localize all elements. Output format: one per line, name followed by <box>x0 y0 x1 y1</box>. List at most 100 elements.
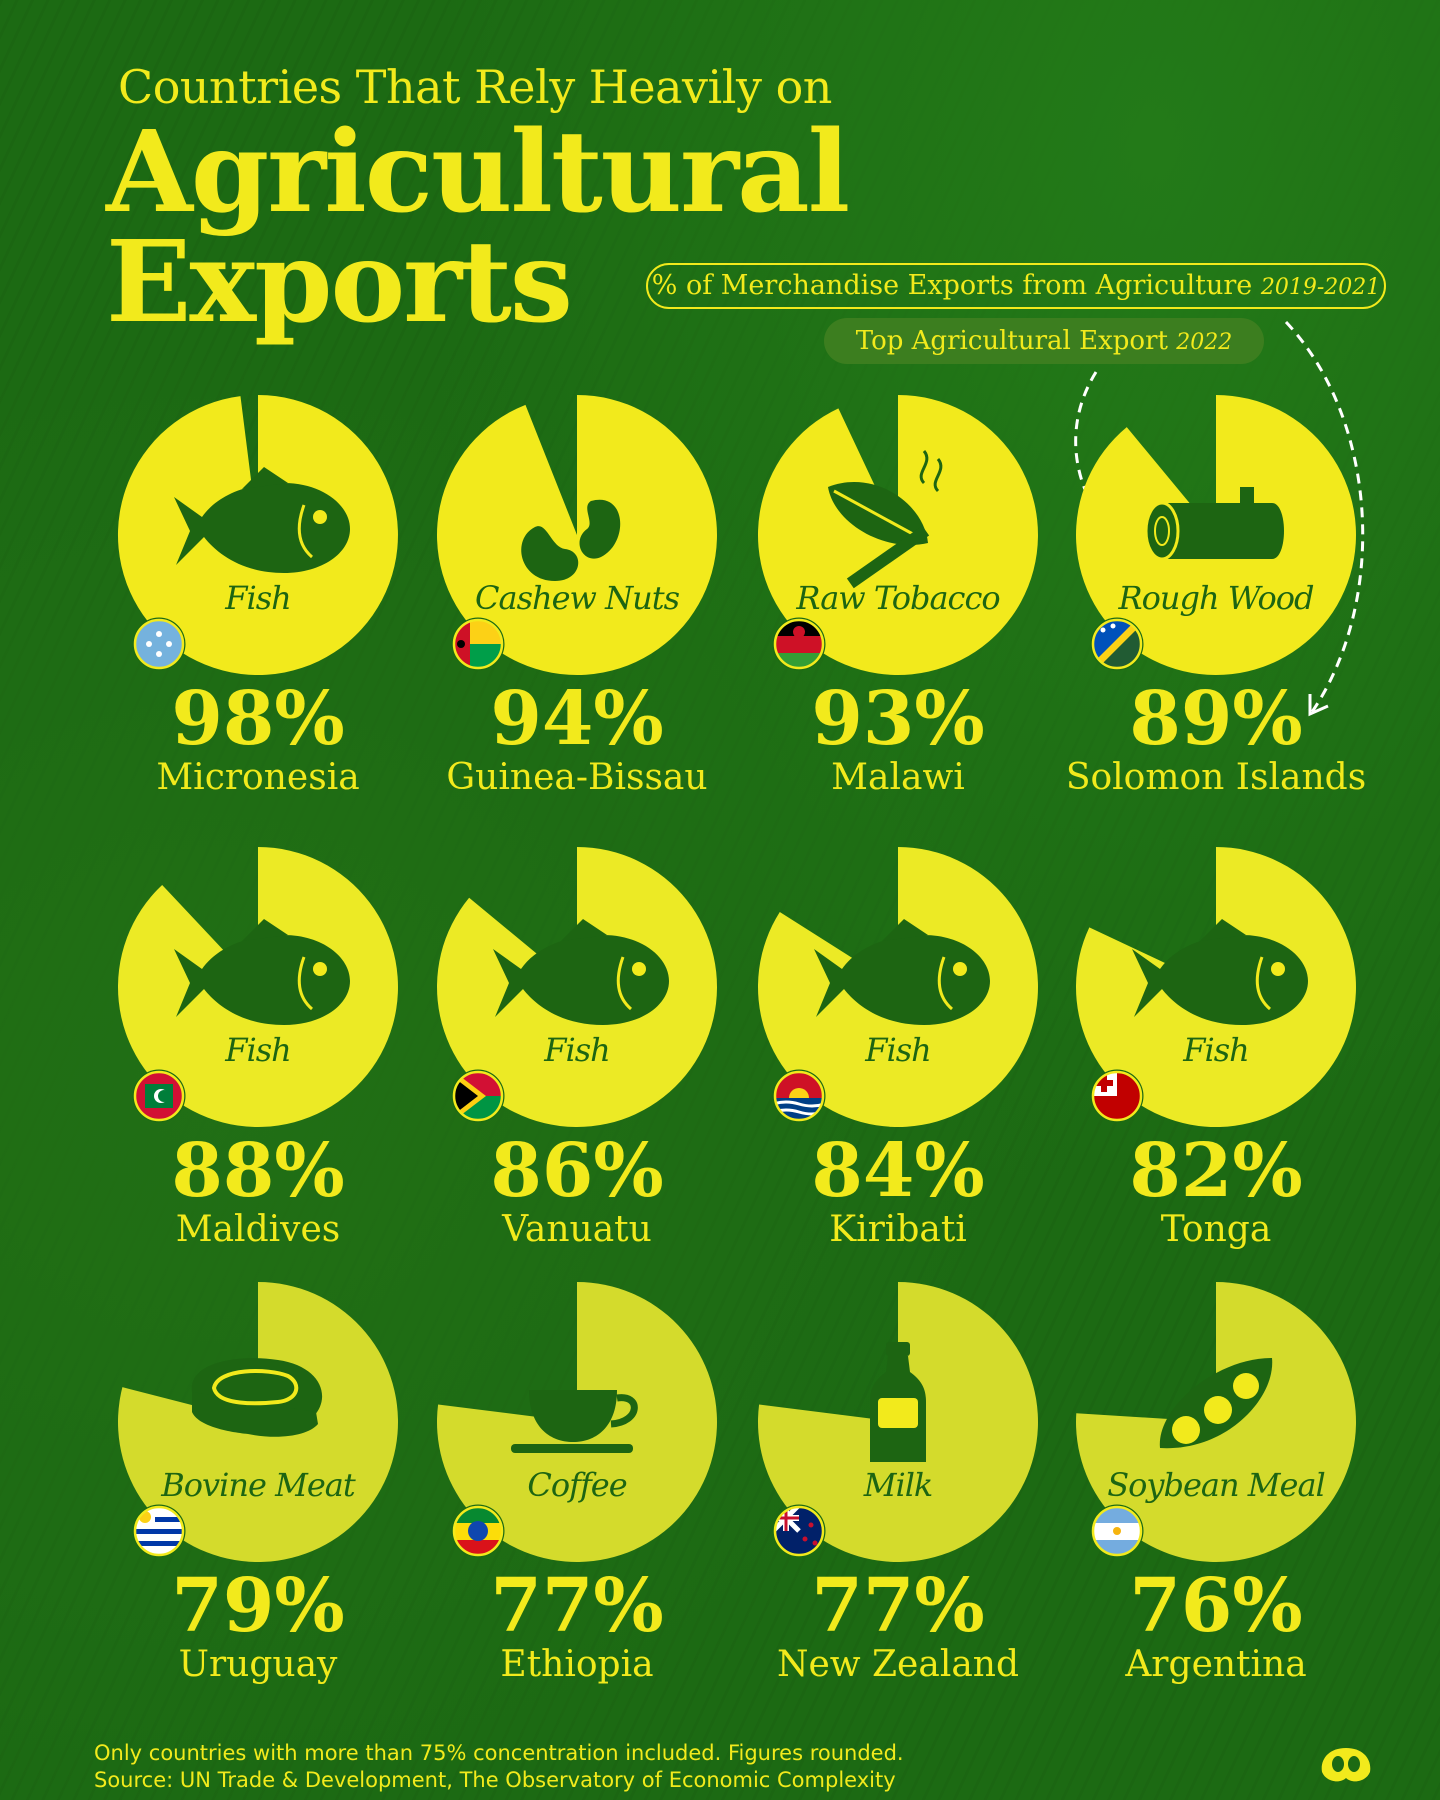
percent-label: 89% <box>1129 676 1303 762</box>
tonga-flag <box>1090 1069 1144 1123</box>
vanuatu-flag <box>451 1069 505 1123</box>
country-name: Tonga <box>1160 1209 1272 1250</box>
card-solomon-islands: Rough Wood 89% Solomon Islands <box>1056 395 1376 835</box>
fish-icon <box>174 919 350 1025</box>
product-label: Bovine Meat <box>161 1466 355 1504</box>
arrow-to-percent <box>1284 320 1365 713</box>
legend-export-pill: Top Agricultural Export 2022 <box>824 318 1264 364</box>
percent-label: 98% <box>171 676 345 762</box>
arrow-to-percent-head <box>1308 694 1329 717</box>
card-new-zealand: Milk 77% New Zealand <box>738 1282 1058 1722</box>
footnote-source: Source: UN Trade & Development, The Obse… <box>94 1768 896 1792</box>
percent-label: 93% <box>811 676 985 762</box>
country-name: New Zealand <box>776 1644 1020 1685</box>
pie-argentina <box>1076 1282 1357 1562</box>
country-name: Kiribati <box>829 1209 967 1250</box>
card-guinea-bissau: Cashew Nuts 94% Guinea-Bissau <box>417 395 737 835</box>
legend-export-label: Top Agricultural Export <box>855 326 1168 356</box>
legend-percent-label: % of Merchandise Exports from Agricultur… <box>651 270 1253 301</box>
cashew-icon <box>521 499 621 581</box>
product-label: Fish <box>544 1031 610 1069</box>
country-name: Malawi <box>831 757 965 798</box>
maldives-flag <box>132 1069 186 1123</box>
card-kiribati: Fish 84% Kiribati <box>738 847 1058 1287</box>
steak-icon <box>191 1358 323 1437</box>
card-vanuatu: Fish 86% Vanuatu <box>417 847 737 1287</box>
fish-icon <box>174 467 350 573</box>
brand-logo <box>1321 1748 1371 1782</box>
tobacco-icon <box>828 450 943 589</box>
country-name: Solomon Islands <box>1065 757 1367 798</box>
country-name: Maldives <box>175 1209 341 1250</box>
legend-percent-pill: % of Merchandise Exports from Agricultur… <box>646 263 1386 309</box>
product-label: Fish <box>225 1031 291 1069</box>
pie-tonga <box>1075 847 1356 1127</box>
legend-export-years: 2022 <box>1176 330 1233 355</box>
guinea-bissau-flag <box>451 617 505 671</box>
pie-malawi <box>757 395 1038 675</box>
uruguay-flag <box>132 1504 186 1558</box>
card-micronesia: Fish 98% Micronesia <box>98 395 418 835</box>
percent-label: 84% <box>811 1128 985 1214</box>
card-tonga: Fish 82% Tonga <box>1056 847 1376 1287</box>
footnote: Only countries with more than 75% concen… <box>94 1740 904 1794</box>
solomon-islands-flag <box>1090 617 1144 671</box>
footnote-note: Only countries with more than 75% concen… <box>94 1741 904 1765</box>
product-label: Coffee <box>527 1466 627 1504</box>
title-line-2: Exports <box>106 217 573 348</box>
country-name: Vanuatu <box>502 1209 652 1250</box>
pie-new-zealand <box>757 1282 1038 1562</box>
pie-vanuatu <box>437 847 718 1127</box>
milk-bottle-icon <box>870 1342 926 1462</box>
product-label: Fish <box>865 1031 931 1069</box>
fish-icon <box>1132 919 1308 1025</box>
percent-label: 77% <box>811 1563 985 1649</box>
card-uruguay: Bovine Meat 79% Uruguay <box>98 1282 418 1722</box>
card-maldives: Fish 88% Maldives <box>98 847 418 1287</box>
pie-solomon-islands <box>1076 395 1357 675</box>
percent-label: 76% <box>1129 1563 1303 1649</box>
pie-kiribati <box>757 847 1038 1127</box>
percent-label: 94% <box>490 676 664 762</box>
percent-label: 79% <box>171 1563 345 1649</box>
soybean-icon <box>1159 1358 1273 1449</box>
country-name: Ethiopia <box>500 1644 654 1685</box>
product-label: Soybean Meal <box>1107 1466 1326 1504</box>
ethiopia-flag <box>451 1504 505 1558</box>
argentina-flag <box>1090 1504 1144 1558</box>
micronesia-flag <box>132 617 186 671</box>
legend-percent-years: 2019-2021 <box>1260 275 1381 300</box>
card-ethiopia: Coffee 77% Ethiopia <box>417 1282 737 1722</box>
product-label: Fish <box>1183 1031 1249 1069</box>
card-argentina: Soybean Meal 76% Argentina <box>1056 1282 1376 1722</box>
pie-slice-guinea-bissau <box>436 395 717 675</box>
country-name: Guinea-Bissau <box>446 757 708 798</box>
log-icon <box>1144 487 1284 561</box>
page-title: Agricultural Exports <box>106 107 850 348</box>
infographic: Countries That Rely Heavily on Agricultu… <box>18 0 1422 1800</box>
percent-label: 82% <box>1129 1128 1303 1214</box>
country-name: Micronesia <box>156 757 360 798</box>
product-label: Rough Wood <box>1118 579 1315 617</box>
product-label: Milk <box>863 1466 934 1504</box>
product-label: Raw Tobacco <box>796 579 1000 617</box>
coffee-cup-icon <box>511 1390 638 1453</box>
percent-label: 88% <box>171 1128 345 1214</box>
new-zealand-flag <box>772 1504 826 1558</box>
percent-label: 77% <box>490 1563 664 1649</box>
product-label: Fish <box>225 579 291 617</box>
kiribati-flag <box>772 1069 826 1123</box>
pie-maldives <box>117 847 398 1127</box>
country-name: Uruguay <box>178 1644 338 1685</box>
percent-label: 86% <box>490 1128 664 1214</box>
title-line-1: Agricultural <box>106 107 850 238</box>
pie-guinea-bissau <box>436 395 717 675</box>
card-malawi: Raw Tobacco 93% Malawi <box>738 395 1058 835</box>
pie-micronesia <box>117 395 398 675</box>
malawi-flag <box>772 617 826 671</box>
pie-uruguay <box>118 1282 399 1562</box>
country-name: Argentina <box>1125 1644 1307 1685</box>
pie-ethiopia <box>436 1282 717 1562</box>
arrow-to-product <box>1074 371 1112 533</box>
fish-icon <box>493 919 669 1025</box>
